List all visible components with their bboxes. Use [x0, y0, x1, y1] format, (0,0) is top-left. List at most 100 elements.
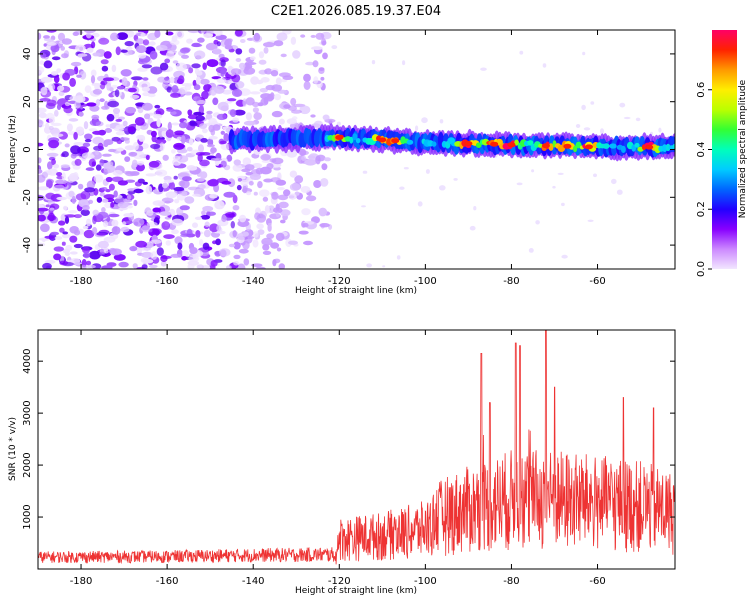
noise-speckle [203, 229, 211, 238]
noise-speckle [141, 251, 154, 258]
noise-speckle [216, 77, 227, 84]
x-tick-label: -160 [156, 576, 179, 587]
noise-speckle [44, 235, 55, 239]
noise-speckle [528, 248, 534, 253]
noise-speckle [116, 139, 123, 145]
band-blob [527, 140, 534, 146]
noise-speckle [61, 53, 69, 59]
noise-speckle [220, 105, 229, 112]
noise-speckle [69, 251, 78, 255]
noise-speckle [92, 52, 101, 57]
noise-speckle [124, 41, 134, 47]
noise-speckle [154, 104, 161, 109]
noise-speckle [244, 164, 255, 171]
noise-speckle [99, 192, 106, 197]
noise-speckle [322, 114, 330, 121]
noise-speckle [111, 64, 117, 73]
noise-speckle [300, 34, 306, 38]
noise-speckle [278, 118, 285, 125]
noise-speckle [286, 118, 297, 125]
x-tick-label: -60 [589, 276, 605, 287]
noise-speckle [148, 160, 160, 168]
noise-speckle [165, 50, 175, 59]
noise-speckle [223, 133, 230, 142]
noise-speckle [272, 259, 277, 267]
noise-speckle [175, 30, 185, 39]
noise-speckle [53, 246, 64, 252]
noise-speckle [93, 174, 104, 183]
noise-speckle [133, 217, 145, 227]
noise-speckle [232, 205, 240, 211]
noise-speckle [145, 154, 150, 160]
noise-speckle [210, 147, 215, 155]
noise-speckle [85, 218, 92, 227]
noise-speckle [154, 30, 161, 38]
noise-speckle [92, 136, 105, 145]
noise-speckle [76, 74, 82, 78]
noise-speckle [68, 210, 78, 214]
noise-speckle [261, 159, 271, 163]
noise-speckle [271, 110, 283, 118]
noise-speckle [280, 209, 291, 217]
noise-speckle [187, 30, 200, 34]
noise-speckle [91, 161, 96, 167]
noise-speckle [188, 67, 194, 74]
noise-speckle [106, 82, 112, 91]
noise-speckle [320, 76, 325, 81]
noise-speckle [587, 219, 594, 222]
noise-speckle [242, 185, 248, 194]
x-tick-label: -140 [242, 576, 265, 587]
noise-speckle [163, 175, 172, 181]
noise-speckle [116, 147, 124, 152]
noise-speckle [421, 117, 428, 124]
noise-speckle [195, 230, 201, 238]
band-blob [609, 143, 617, 149]
noise-speckle [275, 77, 282, 85]
noise-speckle [142, 181, 148, 185]
noise-speckle [120, 69, 132, 77]
noise-speckle [72, 31, 80, 36]
noise-speckle [127, 126, 135, 133]
noise-speckle [110, 201, 115, 208]
noise-speckle [95, 164, 102, 171]
noise-speckle [439, 119, 444, 124]
noise-speckle [39, 60, 45, 65]
noise-speckle [101, 65, 109, 72]
noise-speckle [38, 142, 44, 147]
noise-speckle [294, 191, 300, 196]
noise-speckle [253, 112, 262, 120]
noise-speckle [193, 84, 201, 91]
noise-speckle [46, 99, 57, 107]
noise-speckle [453, 178, 458, 181]
noise-speckle [417, 201, 423, 207]
noise-speckle [174, 236, 183, 245]
noise-speckle [80, 209, 90, 217]
noise-speckle [186, 146, 193, 152]
noise-speckle [535, 220, 540, 225]
noise-speckle [102, 198, 109, 203]
noise-speckle [74, 95, 86, 103]
noise-speckle [208, 136, 218, 140]
chart-title: C2E1.2026.085.19.37.E04 [271, 4, 441, 19]
noise-speckle [62, 231, 69, 235]
noise-speckle [156, 247, 164, 256]
noise-speckle [172, 155, 181, 161]
noise-speckle [57, 32, 66, 41]
noise-speckle [277, 194, 289, 201]
noise-speckle [262, 244, 270, 251]
noise-speckle [82, 205, 90, 211]
noise-speckle [73, 214, 82, 219]
noise-speckle [215, 238, 222, 246]
colorbar-tick-label: 0.6 [696, 82, 707, 98]
noise-speckle [97, 211, 109, 219]
noise-speckle [142, 92, 150, 97]
noise-speckle [156, 127, 168, 132]
noise-speckle [590, 101, 595, 105]
noise-speckle [321, 38, 327, 46]
noise-speckle [581, 104, 586, 111]
noise-speckle [64, 216, 70, 224]
noise-speckle [278, 263, 285, 269]
y-tick-label: -40 [22, 237, 33, 253]
noise-speckle [47, 161, 53, 170]
